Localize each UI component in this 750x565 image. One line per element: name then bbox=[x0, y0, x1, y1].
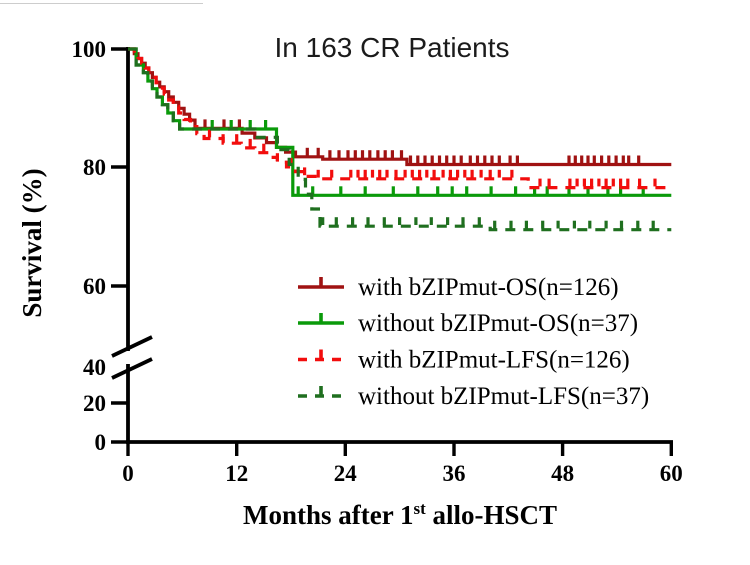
curve-without-bzipmut-lfs bbox=[128, 47, 672, 232]
curve-without-bzipmut-os bbox=[128, 47, 672, 197]
x-axis-title-superscript: st bbox=[413, 499, 426, 518]
legend: with bZIPmut-OS(n=126) without bZIPmut-O… bbox=[298, 274, 649, 410]
legend-item-with-bzipmut-os: with bZIPmut-OS(n=126) bbox=[298, 274, 619, 301]
axis-break-slash-lower bbox=[111, 357, 153, 380]
y-tick-label-20: 20 bbox=[83, 391, 106, 416]
survival-curves bbox=[128, 47, 672, 232]
top-edge-artifact-line bbox=[0, 3, 203, 4]
legend-item-without-bzipmut-os: without bZIPmut-OS(n=37) bbox=[298, 310, 638, 337]
legend-item-without-bzipmut-lfs: without bZIPmut-LFS(n=37) bbox=[298, 383, 649, 410]
x-axis-title-post: allo-HSCT bbox=[426, 500, 557, 530]
curve-with-bzipmut-os bbox=[128, 47, 672, 167]
y-tick-label-100: 100 bbox=[72, 37, 107, 62]
legend-label-without-bzipmut-lfs: without bZIPmut-LFS(n=37) bbox=[358, 383, 649, 410]
x-tick-label-24: 24 bbox=[334, 461, 358, 486]
axis-break-slash-upper bbox=[111, 335, 153, 358]
x-axis-title: Months after 1st allo-HSCT bbox=[243, 499, 557, 530]
chart-title: In 163 CR Patients bbox=[274, 32, 509, 63]
y-axis: 100 80 60 40 20 0 Survival (%) bbox=[17, 37, 153, 455]
legend-label-with-bzipmut-os: with bZIPmut-OS(n=126) bbox=[358, 274, 619, 301]
x-axis-title-pre: Months after 1 bbox=[243, 500, 413, 530]
curve-with-bzipmut-lfs bbox=[128, 47, 667, 190]
y-axis-title: Survival (%) bbox=[17, 168, 47, 317]
y-tick-label-60: 60 bbox=[83, 274, 106, 299]
x-tick-label-48: 48 bbox=[551, 461, 574, 486]
x-axis: 0 12 24 36 48 60 Months after 1st allo-H… bbox=[122, 440, 683, 530]
y-tick-label-80: 80 bbox=[83, 155, 106, 180]
x-tick-label-0: 0 bbox=[122, 461, 134, 486]
legend-label-with-bzipmut-lfs: with bZIPmut-LFS(n=126) bbox=[358, 347, 630, 374]
legend-item-with-bzipmut-lfs: with bZIPmut-LFS(n=126) bbox=[298, 347, 630, 374]
y-tick-label-0: 0 bbox=[95, 430, 107, 455]
legend-label-without-bzipmut-os: without bZIPmut-OS(n=37) bbox=[358, 310, 638, 337]
x-tick-label-60: 60 bbox=[660, 461, 683, 486]
x-tick-label-12: 12 bbox=[225, 461, 248, 486]
x-tick-label-36: 36 bbox=[443, 461, 466, 486]
y-tick-label-40: 40 bbox=[83, 355, 106, 380]
